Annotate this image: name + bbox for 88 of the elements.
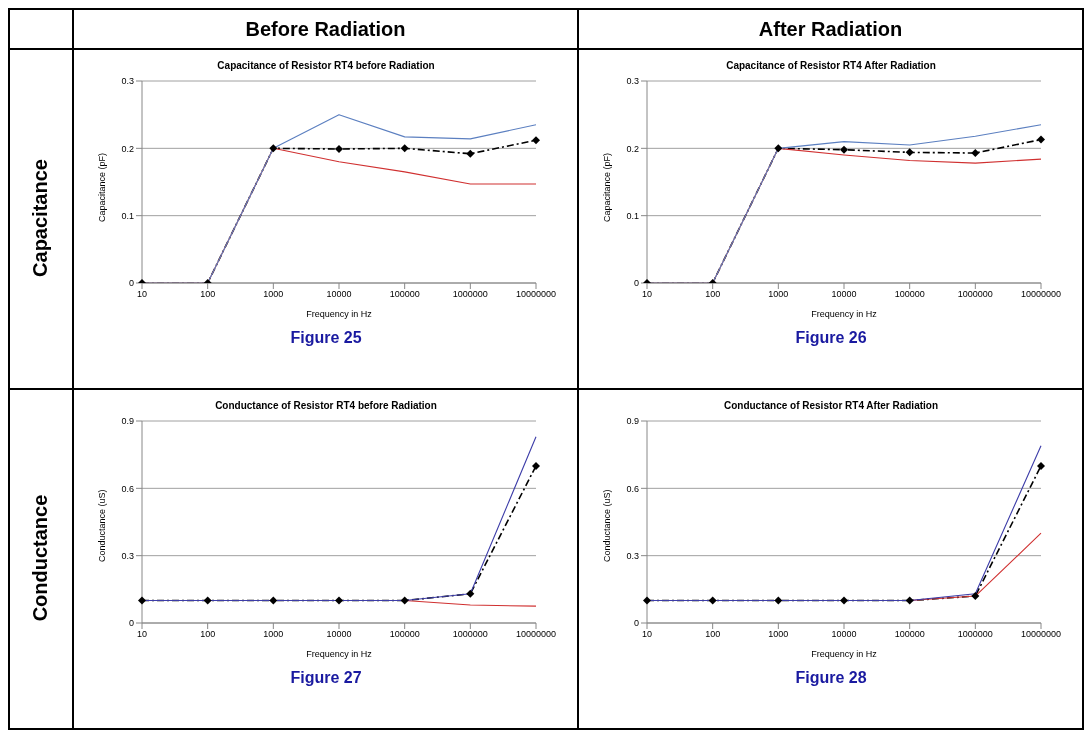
x-tick-label: 10000000 (515, 289, 557, 300)
y-tick-label: 0.1 (626, 210, 639, 221)
point (335, 145, 343, 154)
chart-title: Conductance of Resistor RT4 before Radiation (214, 399, 438, 413)
x-tick-label: 1000 (263, 289, 284, 300)
y-tick-label: 0.9 (121, 416, 134, 427)
caption: Figure 27 (289, 668, 363, 687)
point (138, 596, 146, 605)
x-tick-label: 1000000 (957, 629, 993, 640)
y-tick-label: 0.6 (121, 483, 134, 494)
y-tick-label: 0 (633, 278, 639, 289)
x-tick-label: 1000 (263, 629, 284, 640)
text: Conductance (28, 494, 52, 622)
x-tick-label: 100 (200, 629, 216, 640)
chart-title: Capacitance of Resistor RT4 After Radiation (725, 59, 937, 73)
x-tick-label: 10 (136, 289, 148, 300)
x-tick-label: 1000 (768, 289, 789, 300)
text: Before Radiation (73, 9, 578, 49)
y-tick-label: 0.3 (626, 76, 639, 87)
point (1037, 461, 1045, 470)
point (971, 149, 980, 158)
y-axis-title: Capacitance (pF) (602, 152, 613, 222)
point (466, 589, 475, 598)
point (971, 592, 980, 601)
x-tick-label: 100 (705, 289, 721, 300)
x-axis-title: Frequency in Hz (811, 649, 878, 659)
point (400, 144, 409, 153)
point (1037, 135, 1045, 144)
x-tick-label: 10000000 (1020, 629, 1062, 640)
point (269, 144, 278, 153)
chart-title: Capacitance of Resistor RT4 before Radiation (216, 59, 436, 73)
x-tick-label: 1000 (768, 629, 789, 640)
y-tick-label: 0.3 (626, 550, 639, 561)
x-tick-label: 10000000 (1020, 289, 1062, 300)
point (643, 596, 651, 605)
point (400, 596, 409, 605)
y-tick-label: 0.1 (121, 210, 134, 221)
x-tick-label: 100000 (894, 629, 925, 640)
point (335, 596, 343, 605)
y-tick-label: 0.3 (121, 76, 134, 87)
y-tick-label: 0.2 (121, 143, 134, 154)
x-tick-label: 100 (200, 289, 216, 300)
x-tick-label: 10000 (326, 289, 352, 300)
caption: Figure 25 (289, 328, 363, 347)
x-tick-label: 10 (641, 289, 653, 300)
x-tick-label: 100000 (389, 629, 420, 640)
point (203, 596, 212, 605)
text: Capacitance (28, 159, 52, 277)
x-tick-label: 10 (641, 629, 653, 640)
point (532, 136, 540, 145)
x-tick-label: 10000000 (515, 629, 557, 640)
point (840, 145, 848, 154)
x-tick-label: 1000000 (452, 629, 488, 640)
chart-title: Conductance of Resistor RT4 After Radiation (722, 399, 940, 413)
caption: Figure 28 (794, 668, 868, 687)
x-tick-label: 100000 (389, 289, 420, 300)
point (774, 596, 783, 605)
point (774, 144, 783, 153)
point (466, 149, 475, 158)
point (905, 148, 914, 157)
x-tick-label: 10000 (831, 289, 857, 300)
y-axis-title: Conductance (uS) (602, 489, 613, 562)
x-tick-label: 1000000 (452, 289, 488, 300)
x-axis-title: Frequency in Hz (306, 649, 373, 659)
y-tick-label: 0.2 (626, 143, 639, 154)
x-tick-label: 1000000 (957, 289, 993, 300)
x-tick-label: 100000 (894, 289, 925, 300)
y-tick-label: 0.9 (626, 416, 639, 427)
y-tick-label: 0.3 (121, 550, 134, 561)
x-tick-label: 10000 (831, 629, 857, 640)
x-tick-label: 100 (705, 629, 721, 640)
y-tick-label: 0 (633, 618, 639, 629)
caption: Figure 26 (794, 328, 868, 347)
point (840, 596, 848, 605)
x-axis-title: Frequency in Hz (811, 309, 878, 319)
y-axis-title: Capacitance (pF) (97, 152, 108, 222)
point (532, 461, 540, 470)
y-tick-label: 0.6 (626, 483, 639, 494)
point (708, 596, 717, 605)
y-tick-label: 0 (128, 618, 134, 629)
y-tick-label: 0 (128, 278, 134, 289)
point (905, 596, 914, 605)
point (269, 596, 278, 605)
x-tick-label: 10 (136, 629, 148, 640)
text: After Radiation (578, 9, 1083, 49)
y-axis-title: Conductance (uS) (97, 489, 108, 562)
x-tick-label: 10000 (326, 629, 352, 640)
x-axis-title: Frequency in Hz (306, 309, 373, 319)
